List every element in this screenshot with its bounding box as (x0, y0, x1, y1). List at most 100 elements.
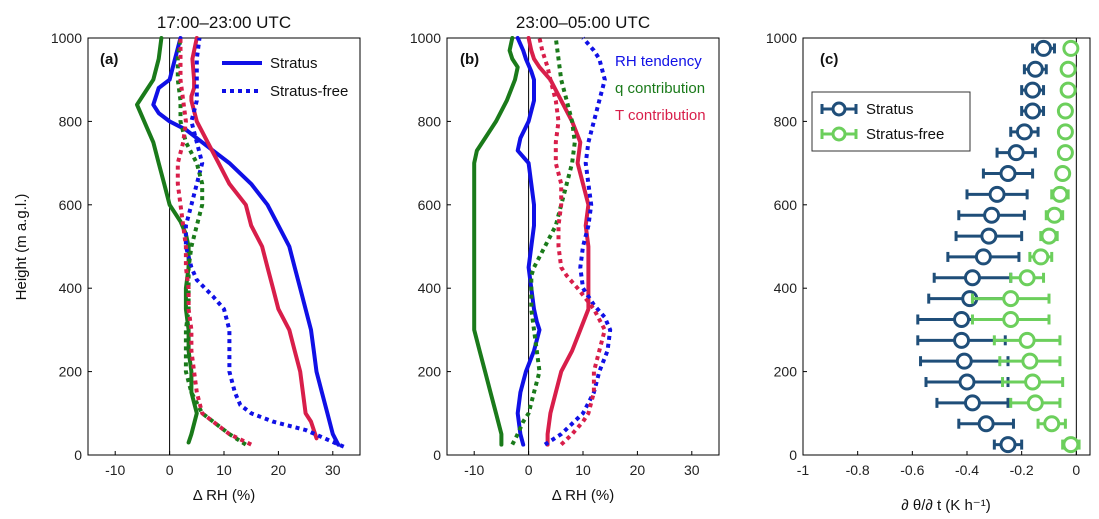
panel-c-x-tick-label: 0 (1072, 462, 1080, 478)
legend-c-swatch-marker (831, 101, 847, 117)
panel-c-point (1035, 39, 1053, 57)
panel-c-point (1059, 60, 1077, 78)
panel-a-y-tick-label: 600 (59, 197, 83, 213)
panel-c-point (1024, 81, 1042, 99)
panel-c-point (1032, 248, 1050, 266)
panel-a-series-q-stratus_free (175, 37, 247, 447)
panel-b-y-tick-label: 1000 (410, 30, 441, 46)
panel-a-x-tick-label: -10 (105, 462, 125, 478)
panel-c-point (1021, 352, 1039, 370)
panel-a-x-axis-label: Δ RH (%) (193, 487, 256, 504)
panel-a-x-tick-label: 30 (325, 462, 341, 478)
panel-a-label: (a) (100, 51, 118, 68)
panel-c-label: (c) (820, 51, 838, 68)
panel-b-x-tick-label: 10 (575, 462, 591, 478)
panel-c-point (1002, 290, 1020, 308)
panel-c-y-tick-label: 0 (789, 447, 797, 463)
legend-b-label-1: q contribution (615, 80, 705, 97)
panel-c-point (1062, 436, 1080, 454)
panel-b-frame (446, 37, 720, 456)
legend-b-label-0: RH tendency (615, 53, 702, 70)
panel-c-point (1040, 227, 1058, 245)
panel-b-y-tick-label: 200 (418, 364, 442, 380)
panel-b-title: 23:00–05:00 UTC (516, 13, 650, 32)
panel-a-y-tick-label: 1000 (51, 30, 82, 46)
panel-b-y-tick-label: 400 (418, 280, 442, 296)
panel-a-x-tick-label: 10 (216, 462, 232, 478)
panel-b-series-rh-stratus (515, 36, 542, 447)
panel-c-point (988, 185, 1006, 203)
legend-b-label-2: T contribution (615, 107, 706, 124)
panel-c-point (1018, 331, 1036, 349)
panel-b-x-axis-label: Δ RH (%) (552, 487, 615, 504)
panel-c-point (1007, 144, 1025, 162)
panel-b-series-q-stratus_free (510, 37, 577, 446)
panel-b-series-t-stratus_free (537, 37, 607, 447)
panel-b-y-tick-label: 800 (418, 113, 442, 129)
panel-c-point (1026, 394, 1044, 412)
panel-a-series-rh-stratus (151, 36, 341, 447)
panel-a-x-tick-label: 20 (271, 462, 287, 478)
legend-c-swatch-marker (831, 126, 847, 142)
panel-c-x-tick-label: -0.6 (900, 462, 924, 478)
legend-c-label-0: Stratus (866, 101, 914, 118)
panel-c-point (1024, 373, 1042, 391)
y-axis-label: Height (m a.g.l.) (13, 194, 30, 301)
legend-c-label-1: Stratus-free (866, 126, 944, 143)
panel-a-series-t-stratus_free (175, 38, 253, 447)
panel-b-series-rh-stratus_free (543, 36, 613, 447)
panel-c-x-axis-label: ∂ θ/∂ t (K h⁻¹) (901, 497, 990, 514)
panel-c-x-tick-label: -0.4 (955, 462, 979, 478)
panel-b-x-tick-label: 30 (684, 462, 700, 478)
panel-c-point (1059, 81, 1077, 99)
panel-c-point (1054, 165, 1072, 183)
panel-b-x-tick-label: 0 (525, 462, 533, 478)
panel-b-y-tick-label: 600 (418, 197, 442, 213)
panel-c-point (1015, 123, 1033, 141)
panel-a-y-tick-label: 0 (74, 447, 82, 463)
panel-b-series-q-stratus (472, 36, 520, 447)
panel-c-point (963, 394, 981, 412)
panel-a-frame (87, 37, 361, 456)
panel-c-point (1056, 144, 1074, 162)
panel-b-y-tick-label: 0 (433, 447, 441, 463)
panel-b: 23:00–05:00 UTC (b) Δ RH (%) 02004006008… (410, 13, 720, 504)
panel-c-y-tick-label: 800 (774, 113, 798, 129)
panel-c-x-tick-label: -0.8 (846, 462, 870, 478)
panel-c-point (1062, 39, 1080, 57)
panel-b-series-t-stratus (526, 36, 591, 447)
panel-a-x-tick-label: 0 (166, 462, 174, 478)
panel-c-point (1043, 415, 1061, 433)
panel-a-y-tick-label: 200 (59, 364, 83, 380)
legend-a-label-stratus-free: Stratus-free (270, 83, 348, 100)
panel-c: (c) ∂ θ/∂ t (K h⁻¹) 0 200 400 600 800 1000 -1 -… (766, 30, 1091, 514)
panel-c-point (1056, 102, 1074, 120)
panel-c-y-tick-label: 600 (774, 197, 798, 213)
panel-a-y-tick-label: 800 (59, 113, 83, 129)
panel-c-point (963, 269, 981, 287)
panel-c-frame (802, 37, 1091, 456)
panel-c-y-tick-label: 1000 (766, 30, 797, 46)
panel-c-point (955, 352, 973, 370)
panel-b-label: (b) (460, 51, 479, 68)
panel-c-point (1056, 123, 1074, 141)
panel-c-x-tick-label: -0.2 (1010, 462, 1034, 478)
panel-c-y-tick-label: 200 (774, 364, 798, 380)
panel-c-x-tick-label: -1 (797, 462, 810, 478)
panel-c-point (1002, 310, 1020, 328)
panel-c-y-tick-label: 400 (774, 280, 798, 296)
panel-c-point (983, 206, 1001, 224)
panel-a-series-t-stratus (189, 36, 319, 441)
panel-c-point (1026, 60, 1044, 78)
panel-c-point (1018, 269, 1036, 287)
panel-a-title: 17:00–23:00 UTC (157, 13, 291, 32)
panel-b-x-tick-label: 20 (630, 462, 646, 478)
panel-c-point (958, 373, 976, 391)
panel-c-point (999, 165, 1017, 183)
panel-a-series-q-stratus (135, 36, 199, 445)
panel-c-point (1051, 185, 1069, 203)
legend-a-label-stratus: Stratus (270, 55, 318, 72)
panel-c-point (953, 310, 971, 328)
panel-c-point (1024, 102, 1042, 120)
